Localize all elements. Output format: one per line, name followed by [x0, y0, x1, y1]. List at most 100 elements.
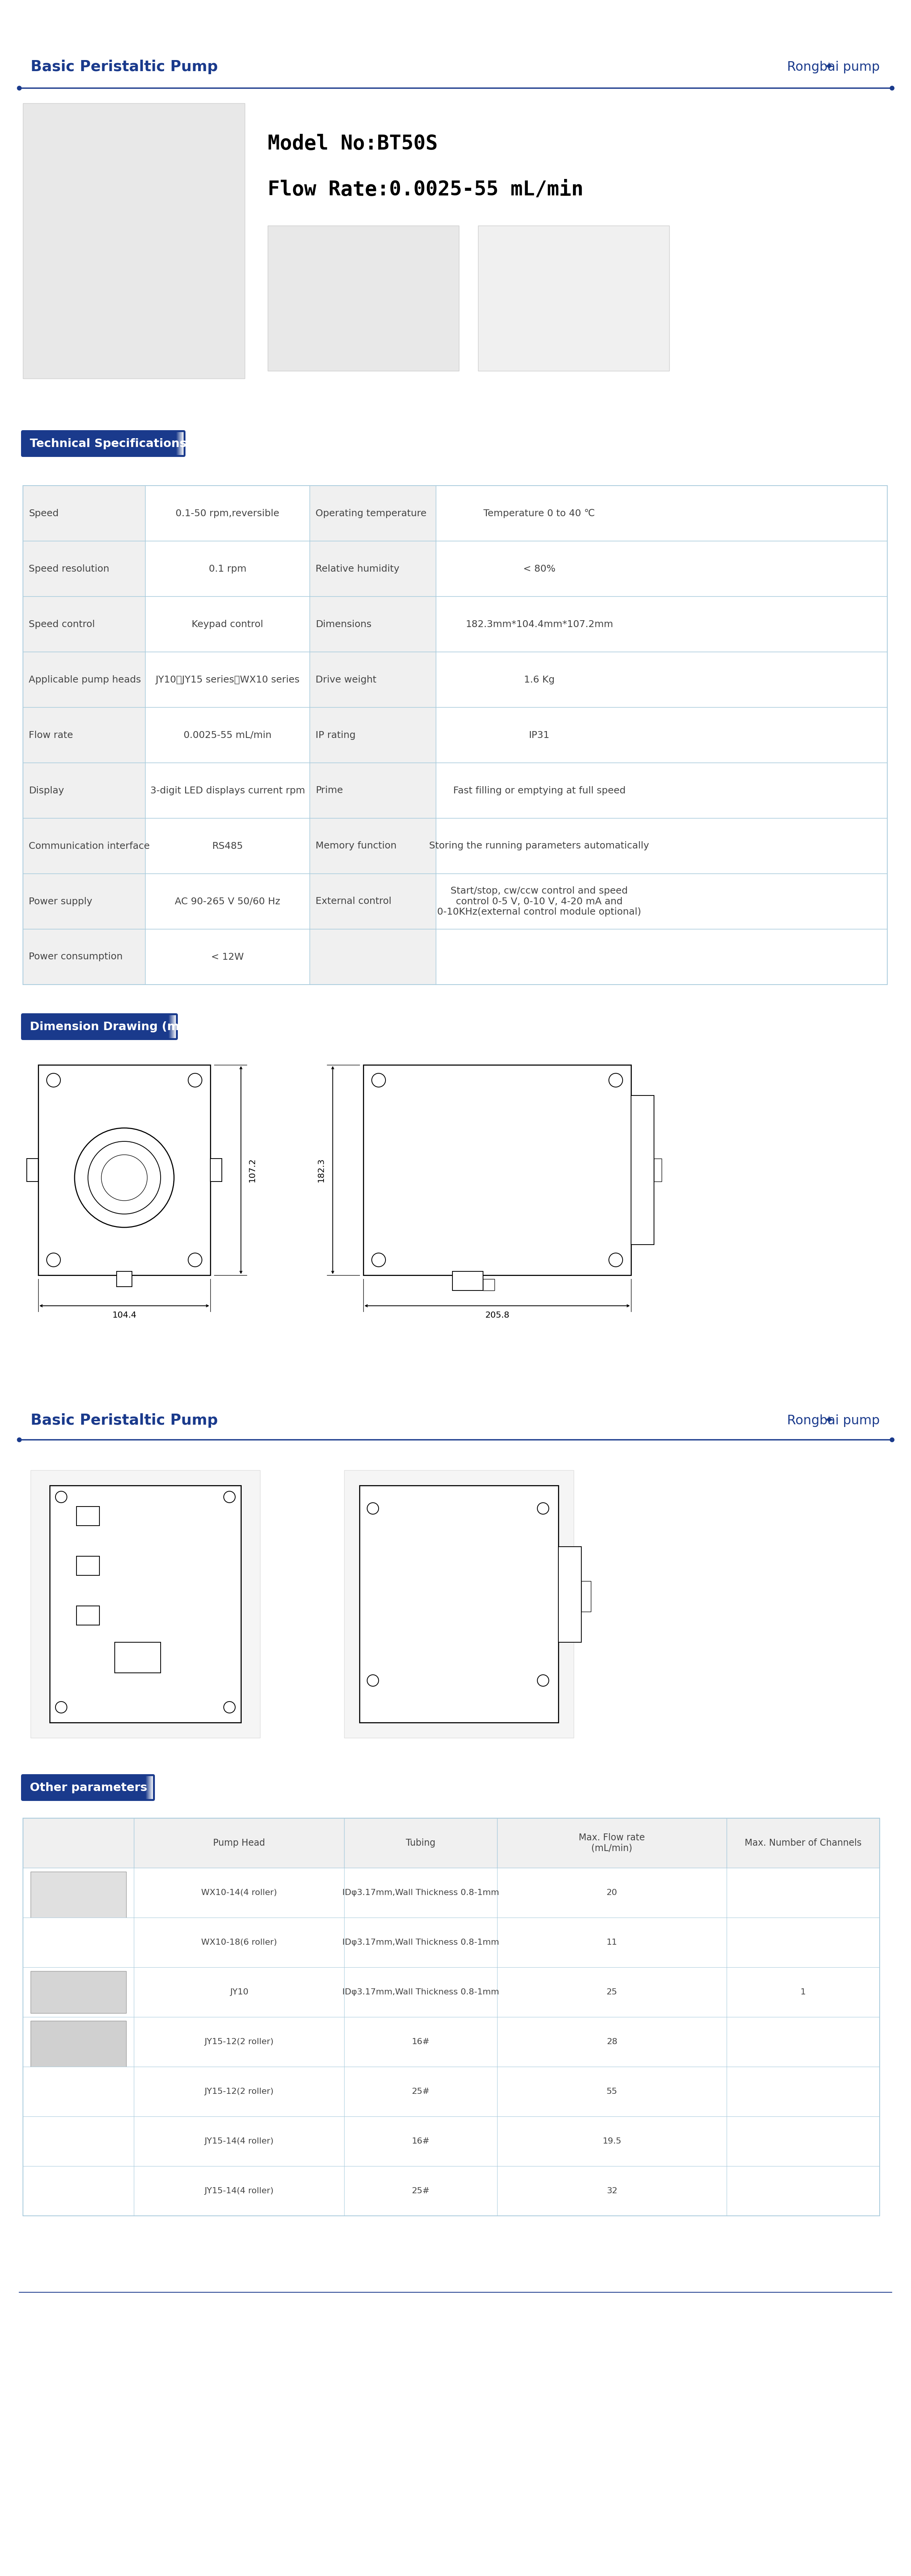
Bar [727, 1968, 880, 2017]
Bar [23, 873, 146, 930]
Bar [344, 2166, 497, 2215]
Text: Basic Peristaltic Pump: Basic Peristaltic Pump [31, 59, 218, 75]
Text: Rongbai pump: Rongbai pump [787, 62, 880, 72]
Text: 25#: 25# [412, 2187, 430, 2195]
Circle shape [46, 1074, 60, 1087]
Bar [146, 873, 310, 930]
Bar [23, 2017, 134, 2066]
Bar [497, 2166, 727, 2215]
Bar [654, 1159, 661, 1182]
Text: Flow rate: Flow rate [28, 732, 73, 739]
Bar [497, 1819, 727, 1868]
Bar [310, 873, 436, 930]
Text: Operating temperature: Operating temperature [315, 507, 426, 518]
Bar [23, 1819, 134, 1868]
Bar [23, 652, 146, 708]
Text: Communication interface: Communication interface [28, 842, 149, 850]
Bar [310, 652, 436, 708]
Circle shape [367, 1674, 379, 1687]
Bar [344, 2066, 497, 2117]
Text: External control: External control [315, 896, 392, 907]
Text: 55: 55 [607, 2087, 618, 2094]
Text: < 12W: < 12W [211, 953, 244, 961]
Text: 3-digit LED displays current rpm: 3-digit LED displays current rpm [150, 786, 305, 796]
Circle shape [189, 1074, 202, 1087]
Bar [134, 2066, 344, 2117]
Bar [436, 762, 834, 819]
Text: 25: 25 [607, 1989, 618, 1996]
Text: AC 90-265 V 50/60 Hz: AC 90-265 V 50/60 Hz [175, 896, 281, 907]
FancyBboxPatch shape [268, 227, 459, 371]
Bar [50, 1486, 241, 1723]
Bar [497, 1968, 727, 2017]
Bar [436, 930, 834, 984]
Bar [310, 598, 436, 652]
Bar [31, 1873, 127, 1963]
Bar [23, 1968, 134, 2017]
Circle shape [609, 1074, 622, 1087]
Circle shape [101, 1154, 148, 1200]
Text: Power supply: Power supply [28, 896, 92, 907]
Bar [134, 1868, 344, 1917]
Bar [134, 1968, 344, 2017]
Bar [134, 2017, 344, 2066]
FancyBboxPatch shape [21, 1775, 155, 1801]
Text: Max. Flow rate
(mL/min): Max. Flow rate (mL/min) [578, 1834, 645, 1852]
Bar [146, 930, 310, 984]
Bar [344, 2117, 497, 2166]
Bar [558, 1546, 581, 1643]
Text: IP31: IP31 [529, 732, 549, 739]
Text: Applicable pump heads: Applicable pump heads [28, 675, 141, 685]
Text: Speed resolution: Speed resolution [28, 564, 109, 574]
Bar [77, 1556, 99, 1577]
Bar [23, 487, 146, 541]
Text: 19.5: 19.5 [602, 2138, 621, 2146]
Bar [146, 819, 310, 873]
Text: WX10-18(6 roller): WX10-18(6 roller) [201, 1940, 277, 1947]
Text: Pump Head: Pump Head [213, 1839, 265, 1847]
Text: IDφ3.17mm,Wall Thickness 0.8-1mm: IDφ3.17mm,Wall Thickness 0.8-1mm [343, 1989, 499, 1996]
Bar [344, 1868, 497, 1917]
Bar [146, 708, 310, 762]
Bar [310, 541, 436, 598]
Bar [727, 2117, 880, 2166]
Circle shape [56, 1703, 67, 1713]
Text: 107.2: 107.2 [249, 1157, 256, 1182]
FancyBboxPatch shape [478, 227, 670, 371]
Circle shape [189, 1252, 202, 1267]
Bar [134, 2166, 344, 2215]
Text: 11: 11 [607, 1940, 618, 1947]
Text: Speed: Speed [28, 507, 58, 518]
Bar [146, 762, 310, 819]
Circle shape [367, 1502, 379, 1515]
Circle shape [372, 1252, 385, 1267]
Bar [23, 598, 146, 652]
Bar [31, 1471, 260, 1739]
Text: Power consumption: Power consumption [28, 953, 123, 961]
Bar [436, 598, 834, 652]
Bar [727, 1819, 880, 1868]
Bar [146, 541, 310, 598]
Text: Model No:BT50S: Model No:BT50S [268, 134, 437, 155]
Text: Prime: Prime [315, 786, 343, 796]
Bar [344, 1471, 574, 1739]
Circle shape [537, 1502, 548, 1515]
Circle shape [224, 1492, 235, 1502]
Text: 25#: 25# [412, 2087, 430, 2094]
Bar [497, 2117, 727, 2166]
Bar [581, 1582, 591, 1613]
Text: JY15-14(4 roller): JY15-14(4 roller) [204, 2138, 273, 2146]
Bar [344, 1917, 497, 1968]
Bar [727, 2066, 880, 2117]
Text: Drive weight: Drive weight [315, 675, 376, 685]
Bar [497, 1868, 727, 1917]
Text: IP rating: IP rating [315, 732, 355, 739]
Text: Technical Specifications: Technical Specifications [30, 438, 187, 448]
Circle shape [609, 1252, 622, 1267]
Bar [497, 2017, 727, 2066]
Text: 1: 1 [801, 1989, 806, 1996]
Bar [23, 930, 146, 984]
Text: WX10-14(4 roller): WX10-14(4 roller) [201, 1888, 277, 1896]
Bar [23, 708, 146, 762]
Text: 0.0025-55 mL/min: 0.0025-55 mL/min [184, 732, 271, 739]
